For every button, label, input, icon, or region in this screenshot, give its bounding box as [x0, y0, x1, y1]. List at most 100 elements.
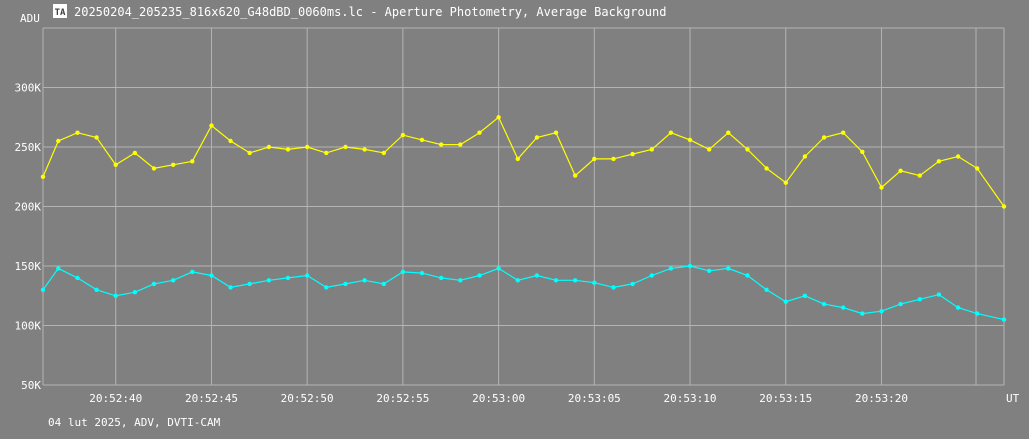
data-point — [419, 137, 425, 143]
data-point — [343, 144, 348, 150]
data-point — [381, 150, 386, 156]
data-point — [783, 180, 788, 185]
data-point — [764, 287, 769, 292]
data-point — [247, 281, 252, 287]
grid — [43, 28, 1004, 386]
x-tick-label: 20:52:45 — [185, 392, 238, 405]
data-point — [228, 285, 233, 290]
data-point — [496, 115, 501, 120]
data-point — [630, 151, 635, 157]
data-point — [324, 150, 329, 156]
data-point — [324, 285, 329, 290]
data-point — [56, 138, 61, 144]
data-point — [209, 273, 214, 278]
data-point — [266, 144, 272, 150]
y-tick-label: 300K — [15, 82, 42, 95]
data-point — [726, 266, 731, 271]
data-point — [802, 154, 808, 159]
data-point — [745, 273, 750, 278]
data-point — [879, 309, 884, 314]
y-tick-label: 150K — [15, 260, 42, 273]
data-point — [56, 266, 61, 271]
data-point — [94, 287, 99, 292]
series — [40, 115, 1007, 322]
data-point — [917, 173, 922, 178]
data-point — [783, 299, 788, 304]
x-tick-label: 20:53:00 — [472, 392, 525, 405]
data-point — [860, 149, 865, 154]
data-point — [764, 166, 769, 171]
data-point — [305, 273, 310, 278]
data-point — [40, 287, 46, 292]
data-point — [630, 281, 635, 287]
data-point — [132, 150, 138, 156]
data-point — [821, 301, 827, 307]
x-tick-labels: 20:52:40 20:52:45 20:52:50 20:52:55 20:53:00… — [89, 392, 908, 405]
data-point — [190, 159, 195, 164]
data-point — [707, 268, 712, 273]
data-point — [458, 142, 463, 147]
data-point — [285, 275, 291, 281]
data-point — [592, 156, 597, 162]
x-tick-label: 20:53:15 — [759, 392, 812, 405]
y-axis-label: ADU — [20, 12, 40, 25]
data-point — [515, 156, 520, 162]
data-point — [362, 147, 367, 152]
x-tick-label: 20:52:50 — [281, 392, 334, 405]
data-point — [285, 147, 291, 152]
data-point — [745, 147, 750, 152]
data-point — [132, 290, 138, 295]
data-point — [113, 293, 118, 298]
data-point — [228, 138, 233, 144]
data-point — [439, 142, 444, 147]
data-point — [553, 278, 559, 283]
y-tick-label: 50K — [21, 379, 41, 392]
axes — [42, 27, 1005, 386]
data-point — [151, 281, 157, 287]
data-point — [936, 292, 942, 297]
y-tick-labels: 50K 100K 150K 200K 250K 300K — [15, 82, 42, 393]
data-point — [247, 150, 252, 156]
data-point — [802, 293, 808, 298]
series-1 — [40, 263, 1007, 322]
data-point — [305, 144, 310, 150]
data-point — [477, 130, 482, 135]
data-point — [171, 278, 176, 283]
data-point — [573, 278, 578, 283]
data-point — [668, 130, 674, 135]
data-point — [687, 137, 693, 143]
data-point — [879, 185, 884, 190]
data-point — [841, 130, 846, 135]
x-axis-label: UT — [1006, 392, 1020, 405]
x-tick-label: 20:52:40 — [89, 392, 142, 405]
data-point — [726, 130, 731, 135]
data-point — [496, 266, 501, 271]
data-point — [458, 278, 463, 283]
data-point — [534, 273, 540, 278]
y-tick-label: 100K — [15, 320, 42, 333]
data-point — [477, 273, 482, 278]
data-point — [515, 278, 520, 283]
data-point — [94, 135, 99, 140]
data-point — [841, 305, 846, 310]
data-point — [381, 281, 386, 287]
data-point — [936, 159, 942, 164]
app-logo-icon: TA — [53, 4, 67, 18]
data-point — [362, 278, 367, 283]
data-point — [419, 270, 425, 276]
data-point — [439, 275, 444, 281]
data-point — [1001, 317, 1007, 322]
data-point — [171, 162, 176, 167]
data-point — [209, 123, 214, 128]
data-point — [75, 130, 80, 135]
data-point — [821, 135, 827, 140]
data-point — [40, 174, 46, 179]
data-point — [955, 305, 961, 310]
footer-info: 04 lut 2025, ADV, DVTI-CAM — [48, 416, 221, 429]
series-0 — [40, 115, 1007, 209]
data-point — [611, 285, 616, 290]
x-tick-label: 20:53:05 — [568, 392, 621, 405]
